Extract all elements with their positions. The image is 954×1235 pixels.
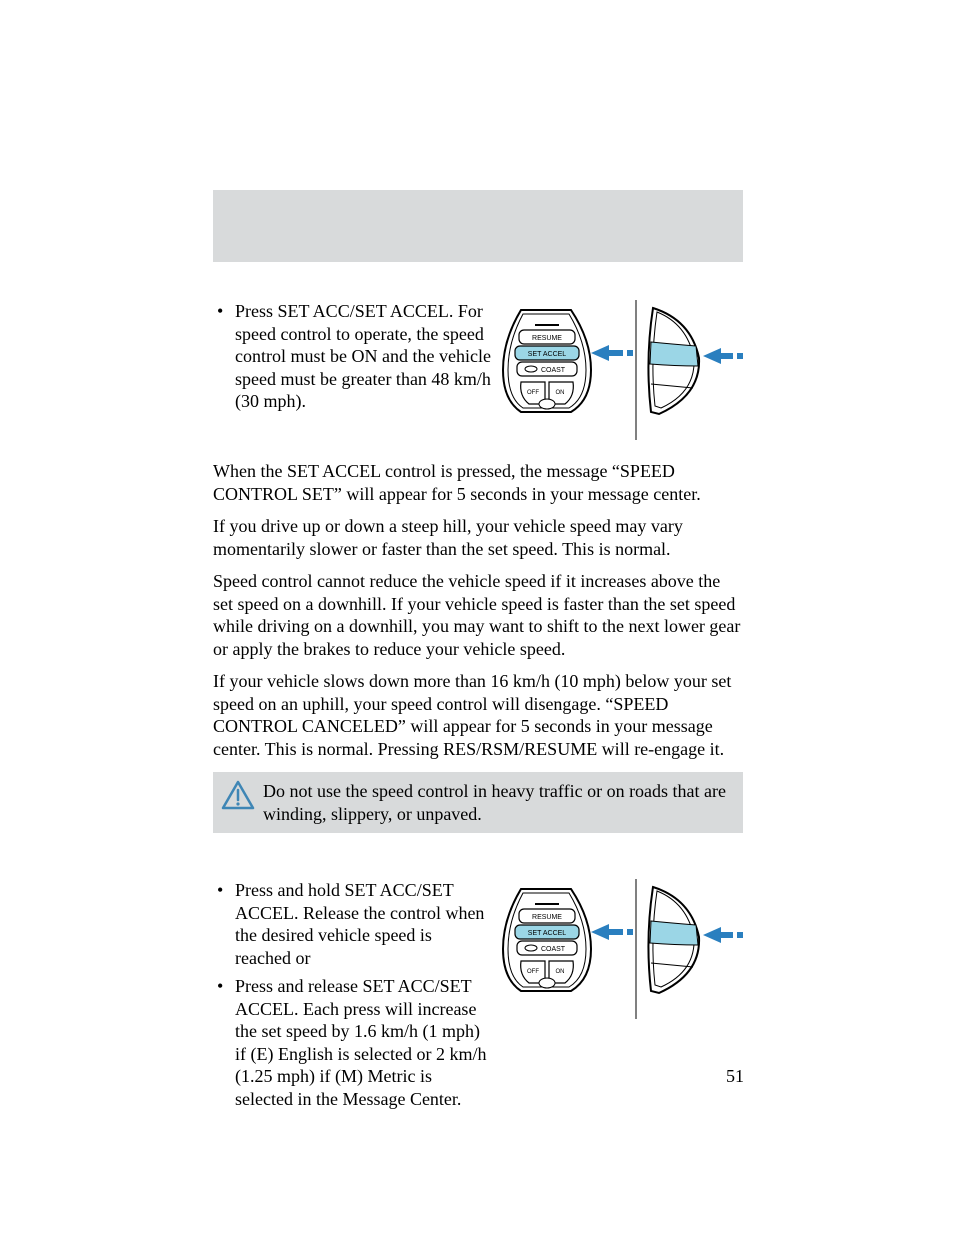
bullet-item: • Press and hold SET ACC/SET ACCEL. Rele… [213,879,743,1110]
bullet-item: • Press SET ACC/SET ACCEL. For speed con… [213,300,743,450]
warning-box: Do not use the speed control in heavy tr… [213,772,743,833]
paragraph: Speed control cannot reduce the vehicle … [213,570,743,660]
bullet-text: Press SET ACC/SET ACCEL. For speed contr… [235,300,491,413]
section: • Press and hold SET ACC/SET ACCEL. Rele… [213,879,743,1110]
bullet-text: Press and hold SET ACC/SET ACCEL. Releas… [235,879,491,969]
bullet-text: Press and release SET ACC/SET ACCEL. Eac… [235,975,491,1110]
paragraph: When the SET ACCEL control is pressed, t… [213,460,743,505]
svg-text:RESUME: RESUME [532,914,562,921]
header-band [213,190,743,262]
svg-text:ON: ON [556,969,565,975]
paragraph: If you drive up or down a steep hill, yo… [213,515,743,560]
page-content: • Press SET ACC/SET ACCEL. For speed con… [213,300,743,1110]
on-label: ON [556,390,565,396]
arrow-icon [591,345,633,361]
bullet-marker: • [213,879,235,969]
warning-icon [221,780,257,812]
set-accel-label: SET ACCEL [528,351,566,358]
arrow-icon [703,348,743,364]
coast-label: COAST [541,367,566,374]
control-diagram: RESUME SET ACCEL COAST OFF ON [491,879,743,1029]
control-diagram: RESUME SET ACCEL COAST OFF ON [491,300,743,450]
resume-label: RESUME [532,335,562,342]
off-label: OFF [527,390,539,396]
svg-text:OFF: OFF [527,969,539,975]
svg-text:SET ACCEL: SET ACCEL [528,930,566,937]
bullet-marker: • [213,975,235,1110]
paragraph: If your vehicle slows down more than 16 … [213,670,743,760]
bullet-marker: • [213,300,235,413]
warning-text: Do not use the speed control in heavy tr… [257,780,735,825]
svg-text:COAST: COAST [541,946,566,953]
page-number: 51 [726,1065,744,1088]
